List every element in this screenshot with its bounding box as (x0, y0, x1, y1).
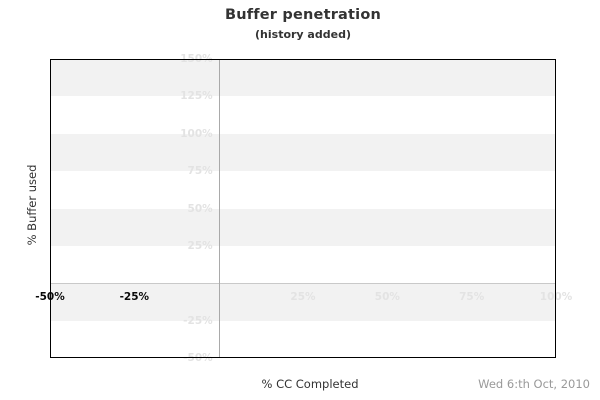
y-tick-label: 75% (187, 164, 213, 177)
y-tick-label: 150% (180, 52, 213, 65)
y-tick-label: 50% (187, 202, 213, 215)
y-tick-label: 25% (187, 239, 213, 252)
y-axis-title: % Buffer used (25, 164, 39, 246)
plot-band (50, 59, 556, 97)
y-tick-label: 100% (180, 127, 213, 140)
plot-band (50, 133, 556, 172)
x-tick-label: 100% (539, 291, 573, 303)
y-tick-label: 125% (180, 90, 213, 103)
plot-band (50, 283, 556, 321)
x-tick-label: -50% (35, 291, 65, 303)
plot-band (50, 245, 556, 284)
chart-subtitle: (history added) (255, 28, 351, 41)
x-tick-label: 75% (459, 291, 485, 303)
x-tick-label: 25% (290, 291, 316, 303)
plot-band (50, 320, 556, 358)
zero-x-gridline (218, 59, 220, 358)
plot-band (50, 171, 556, 209)
zero-y-gridline (50, 283, 556, 285)
plot-band (50, 96, 556, 134)
x-tick-label: 50% (374, 291, 400, 303)
date-label: Wed 6:th Oct, 2010 (478, 377, 590, 391)
chart-header: Buffer penetration (history added) (50, 0, 556, 41)
y-tick-label: -50% (183, 351, 213, 364)
y-tick-label: -25% (183, 314, 213, 327)
plot-band (50, 208, 556, 246)
x-tick-label: -25% (119, 291, 150, 303)
x-axis-title: % CC Completed (261, 377, 359, 391)
plot-area: 150% 125% 100% 75% 50% 25% -25% -50% -50% -25% 25… (35, 54, 572, 363)
chart-title: Buffer penetration (224, 7, 382, 23)
